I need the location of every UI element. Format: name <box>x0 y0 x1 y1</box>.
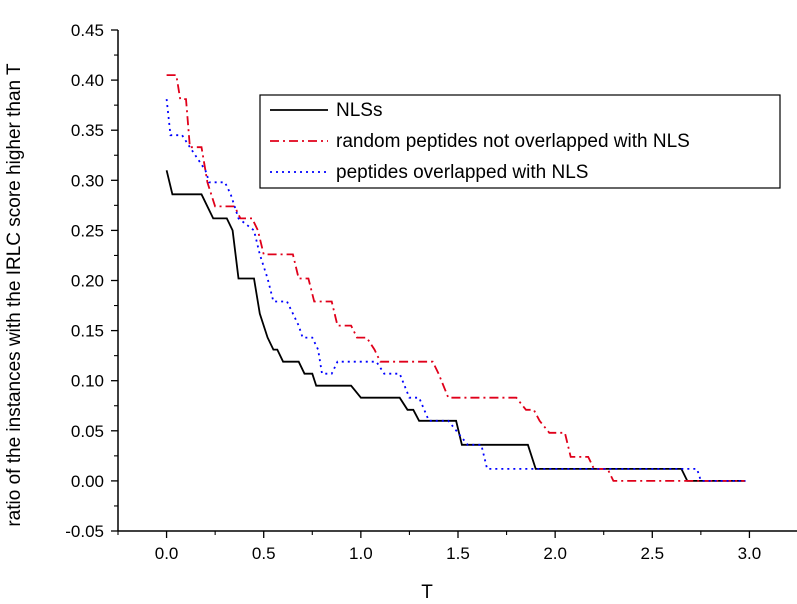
legend-label-1: NLSs <box>336 100 382 121</box>
y-tick-label: 0.35 <box>71 121 104 140</box>
series-line-2 <box>166 74 746 482</box>
x-tick-label: 2.0 <box>543 544 567 563</box>
y-tick-label: 0.00 <box>71 472 104 491</box>
x-tick-label: 0.5 <box>252 544 276 563</box>
y-tick-label: 0.25 <box>71 221 104 240</box>
y-tick-label: 0.10 <box>71 372 104 391</box>
x-tick-label: 2.5 <box>640 544 664 563</box>
x-axis-label: T <box>421 582 433 603</box>
y-tick-label: 0.40 <box>71 71 104 90</box>
legend-label-2: random peptides not overlapped with NLS <box>336 131 690 152</box>
y-axis-label: ratio of the instances with the IRLC sco… <box>4 63 25 527</box>
legend-label-3: peptides overlapped with NLS <box>336 162 588 183</box>
y-tick-label: 0.45 <box>71 21 104 40</box>
x-tick-label: 3.0 <box>738 544 762 563</box>
plot-axes: -0.05 0.00 0.05 0.10 0.15 0.20 0.25 0.30 0.35 0.4… <box>65 21 797 563</box>
plot-series <box>165 74 746 482</box>
y-tick-label: 0.15 <box>71 322 104 341</box>
y-tick-label: -0.05 <box>65 522 104 541</box>
legend: NLSs random peptides not overlapped with … <box>259 94 781 189</box>
y-tick-label: 0.20 <box>71 272 104 291</box>
y-tick-label: 0.05 <box>71 422 104 441</box>
x-tick-label: 1.0 <box>349 544 373 563</box>
y-tick-label: 0.30 <box>71 171 104 190</box>
x-tick-label: 0.0 <box>155 544 179 563</box>
legend-box <box>259 94 781 189</box>
series-line-3 <box>165 99 746 482</box>
series-line-1 <box>165 170 746 482</box>
x-tick-label: 1.5 <box>446 544 470 563</box>
